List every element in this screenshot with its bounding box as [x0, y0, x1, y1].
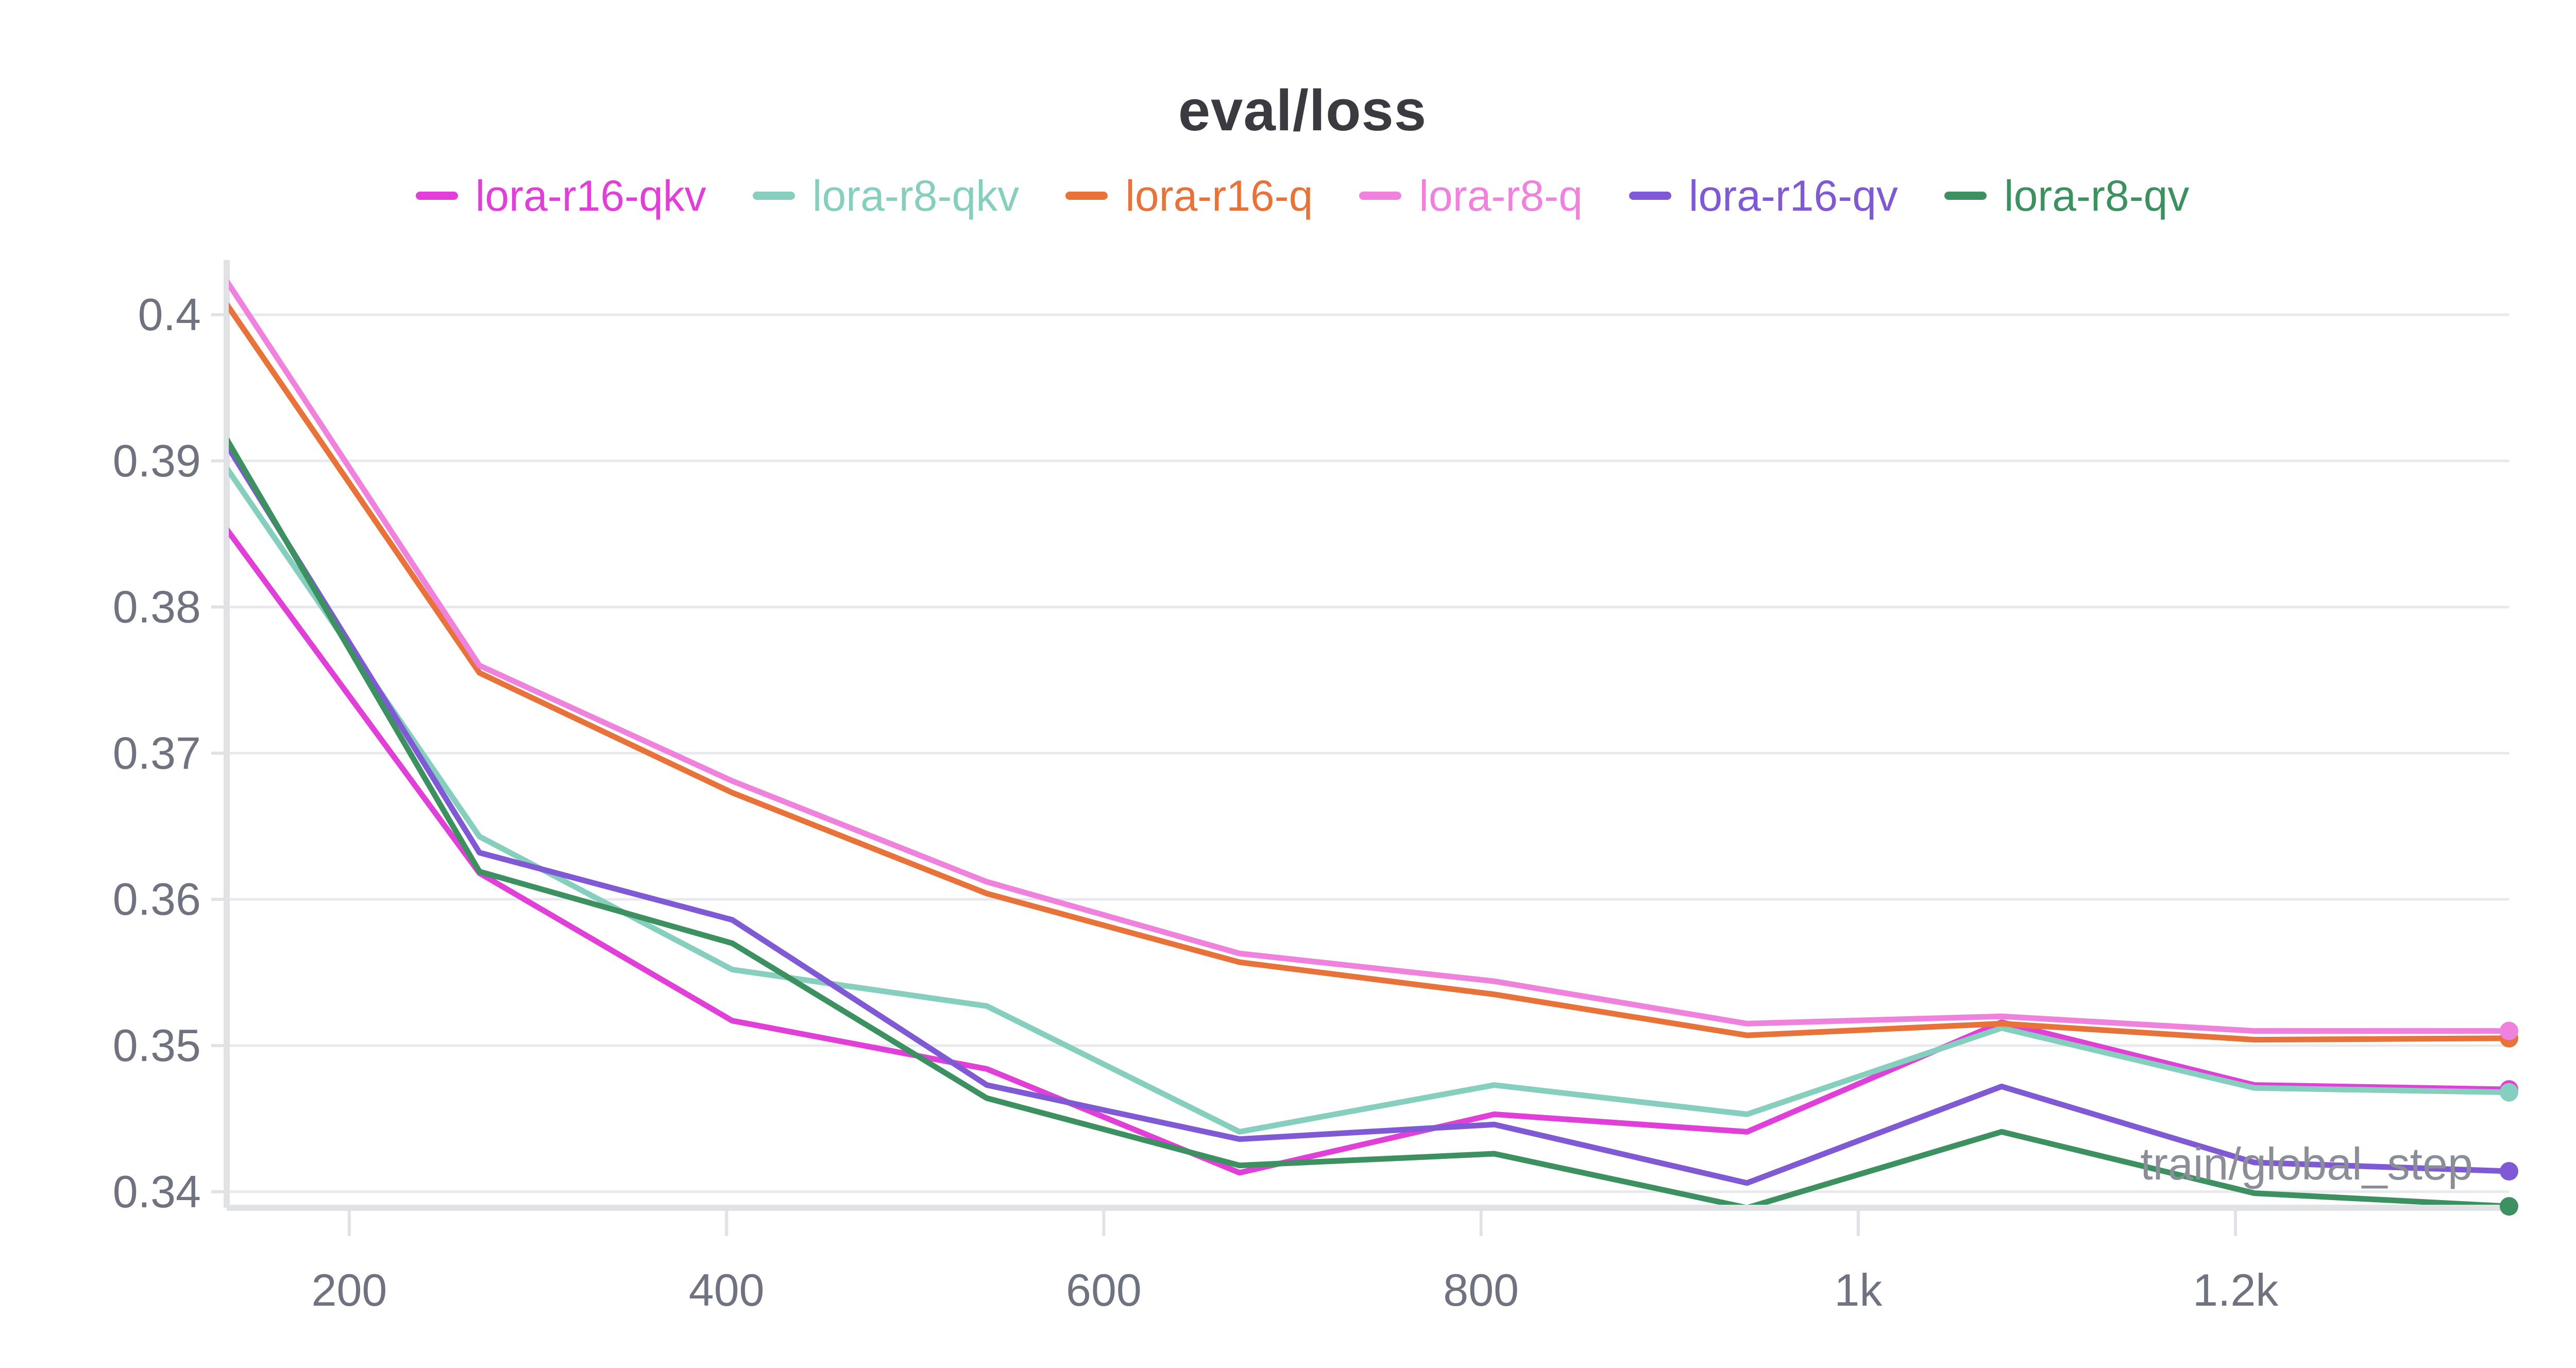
y-tick-label: 0.38 [113, 582, 201, 632]
legend-swatch [1944, 192, 1987, 200]
legend-item-lora-r8-qkv[interactable]: lora-r8-qkv [752, 167, 1020, 224]
series-line-lora-r16-qv [229, 442, 2512, 1186]
chart-legend: lora-r16-qkv lora-r8-qkv lora-r16-q lora-r8… [0, 167, 2576, 224]
x-tick-label: 1k [1834, 1264, 1883, 1315]
legend-label: lora-r16-qv [1688, 172, 1898, 220]
series-endpoint-lora-r8-qkv [2500, 1083, 2518, 1102]
legend-swatch [415, 192, 458, 200]
legend-item-lora-r16-qv[interactable]: lora-r16-qv [1629, 167, 1898, 224]
series-line-lora-r16-q [229, 302, 2512, 1043]
y-tick-label: 0.35 [113, 1020, 201, 1071]
chart-title: eval/loss [1178, 78, 1427, 143]
legend-item-lora-r16-q[interactable]: lora-r16-q [1065, 167, 1313, 224]
series-line-lora-r8-qv [229, 437, 2512, 1205]
series-endpoint-lora-r8-q [2500, 1021, 2518, 1040]
x-tick-label: 400 [689, 1264, 765, 1315]
series-endpoint-lora-r8-qv [2500, 1197, 2518, 1216]
legend-label: lora-r16-qkv [475, 172, 706, 220]
y-tick-label: 0.36 [113, 874, 201, 925]
legend-label: lora-r8-q [1419, 172, 1583, 220]
legend-label: lora-r8-qkv [812, 172, 1020, 220]
series-line-lora-r8-qkv [229, 466, 2512, 1135]
legend-swatch [1359, 192, 1402, 200]
legend-swatch [752, 192, 795, 200]
legend-label: lora-r16-q [1125, 172, 1313, 220]
legend-item-lora-r8-q[interactable]: lora-r8-q [1359, 167, 1583, 224]
legend-label: lora-r8-qv [2004, 172, 2190, 220]
y-tick-label: 0.39 [113, 435, 201, 486]
series-line-lora-r16-qkv [229, 527, 2512, 1176]
y-tick-label: 0.34 [113, 1166, 201, 1217]
series-endpoint-lora-r16-qv [2500, 1162, 2518, 1181]
legend-item-lora-r8-qv[interactable]: lora-r8-qv [1944, 167, 2189, 224]
x-tick-label: 600 [1066, 1264, 1142, 1315]
x-axis-title: train/global_step [2140, 1138, 2473, 1189]
y-tick-label: 0.4 [138, 289, 201, 340]
legend-item-lora-r16-qkv[interactable]: lora-r16-qkv [415, 167, 706, 224]
legend-swatch [1629, 192, 1671, 200]
series-line-lora-r8-q [229, 279, 2512, 1034]
x-tick-label: 1.2k [2193, 1264, 2279, 1315]
x-tick-label: 800 [1443, 1264, 1519, 1315]
legend-swatch [1065, 192, 1108, 200]
x-tick-label: 200 [312, 1264, 387, 1315]
y-tick-label: 0.37 [113, 727, 201, 778]
